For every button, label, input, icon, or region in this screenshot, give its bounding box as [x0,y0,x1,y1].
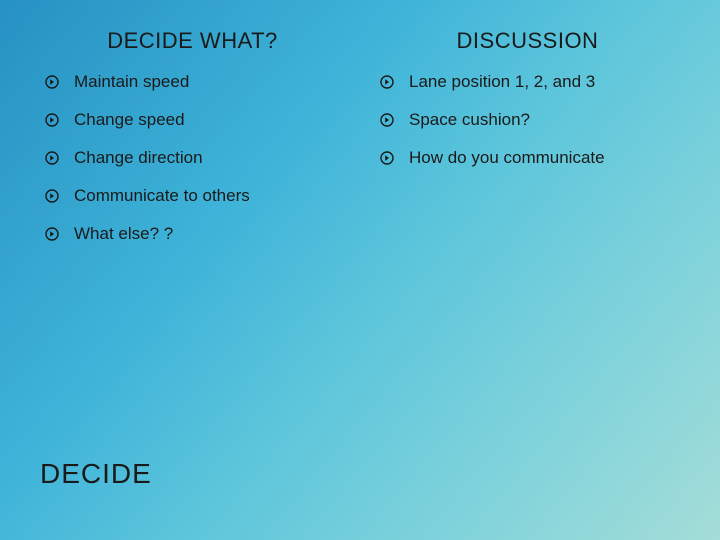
list-item-label: How do you communicate [409,148,605,168]
list-item: Change speed [40,110,345,130]
list-item-label: Lane position 1, 2, and 3 [409,72,595,92]
list-item: Communicate to others [40,186,345,206]
list-item: Change direction [40,148,345,168]
list-item-label: What else? ? [74,224,173,244]
right-column: DISCUSSION Lane position 1, 2, and 3 Spa… [375,28,680,262]
list-item-label: Space cushion? [409,110,530,130]
list-item: Lane position 1, 2, and 3 [375,72,680,92]
arrow-circle-icon [44,112,60,128]
list-item: What else? ? [40,224,345,244]
arrow-circle-icon [379,74,395,90]
right-column-title: DISCUSSION [375,28,680,54]
list-item-label: Communicate to others [74,186,250,206]
list-item-label: Change speed [74,110,185,130]
left-column-title: DECIDE WHAT? [40,28,345,54]
arrow-circle-icon [44,74,60,90]
arrow-circle-icon [379,150,395,166]
left-column: DECIDE WHAT? Maintain speed Change speed… [40,28,345,262]
arrow-circle-icon [44,226,60,242]
footer-title: DECIDE [40,458,152,490]
columns: DECIDE WHAT? Maintain speed Change speed… [40,28,680,262]
list-item: How do you communicate [375,148,680,168]
arrow-circle-icon [379,112,395,128]
list-item-label: Maintain speed [74,72,189,92]
arrow-circle-icon [44,188,60,204]
slide: DECIDE WHAT? Maintain speed Change speed… [0,0,720,540]
list-item: Maintain speed [40,72,345,92]
arrow-circle-icon [44,150,60,166]
list-item: Space cushion? [375,110,680,130]
list-item-label: Change direction [74,148,203,168]
